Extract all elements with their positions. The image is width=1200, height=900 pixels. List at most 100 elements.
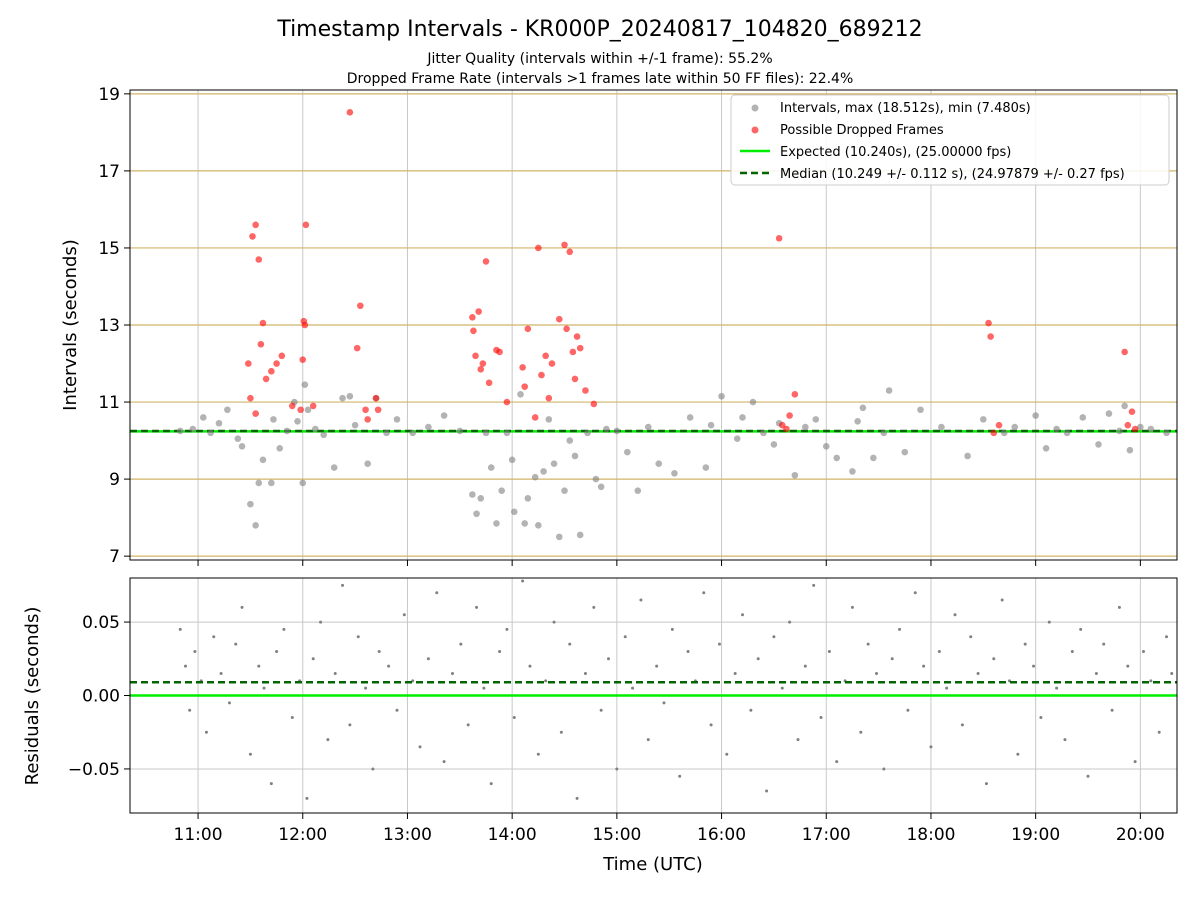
residual-point xyxy=(639,598,643,602)
dropped-frame-point xyxy=(569,348,577,356)
residual-point xyxy=(725,752,729,756)
dropped-frame-point xyxy=(309,402,317,410)
legend-intervals-label: Intervals, max (18.512s), min (7.480s) xyxy=(780,101,1031,116)
dropped-frame-point xyxy=(582,387,589,394)
residual-point xyxy=(717,642,721,646)
residual-point xyxy=(655,664,659,668)
residual-point xyxy=(1165,635,1169,639)
interval-point xyxy=(299,479,307,487)
dropped-frame-point xyxy=(590,400,598,408)
residual-point xyxy=(450,671,454,675)
residual-point xyxy=(512,716,516,720)
dropped-frame-point xyxy=(249,233,256,240)
residual-point xyxy=(1086,774,1090,778)
residual-point xyxy=(568,642,572,646)
interval-point xyxy=(469,491,476,498)
residual-point xyxy=(890,657,894,661)
residuals-y-tick-label: 0.00 xyxy=(82,687,120,707)
interval-point xyxy=(760,429,767,437)
residual-point xyxy=(803,664,807,668)
dropped-frame-point xyxy=(252,410,259,417)
interval-point xyxy=(791,471,799,479)
residual-point xyxy=(395,708,399,712)
interval-point xyxy=(531,473,539,481)
interval-point xyxy=(571,452,579,460)
interval-point xyxy=(880,429,888,437)
legend-box xyxy=(730,94,1170,186)
interval-point xyxy=(517,391,524,398)
residual-point xyxy=(1110,708,1114,712)
residual-point xyxy=(631,686,635,690)
residual-point xyxy=(402,613,406,617)
residual-point xyxy=(969,635,973,639)
dropped-frame-point xyxy=(346,109,354,116)
dropped-frame-point xyxy=(561,241,568,249)
residual-point xyxy=(780,686,784,690)
dropped-frame-point xyxy=(548,360,556,367)
interval-point xyxy=(550,460,558,467)
residual-point xyxy=(275,649,279,653)
dropped-frame-point xyxy=(778,421,786,429)
residual-point xyxy=(1094,671,1098,675)
interval-point xyxy=(613,427,621,435)
interval-point xyxy=(312,425,319,433)
residual-point xyxy=(772,635,776,639)
interval-point xyxy=(238,443,246,450)
interval-point xyxy=(540,468,547,475)
interval-point xyxy=(655,460,663,467)
interval-point xyxy=(304,406,312,414)
interval-point xyxy=(1137,423,1144,431)
intervals-y-tick-label: 15 xyxy=(98,239,120,259)
x-tick-label: 14:00 xyxy=(488,825,537,845)
residual-point xyxy=(234,642,238,646)
dropped-frame-point xyxy=(538,371,545,379)
x-tick-label: 17:00 xyxy=(802,825,851,845)
residual-point xyxy=(435,591,439,595)
dropped-frame-point xyxy=(990,429,998,437)
residual-point xyxy=(599,708,603,712)
interval-point xyxy=(561,487,568,494)
residual-point xyxy=(1079,627,1083,631)
legend-intervals-marker xyxy=(751,104,759,112)
residual-point xyxy=(646,738,650,742)
residual-point xyxy=(1023,642,1027,646)
dropped-frame-point xyxy=(259,319,267,327)
interval-point xyxy=(1000,429,1008,437)
residual-point xyxy=(1141,649,1145,653)
dropped-frame-point xyxy=(362,406,369,414)
residual-point xyxy=(922,664,926,668)
residual-point xyxy=(305,796,309,800)
dropped-frame-point xyxy=(472,352,479,360)
interval-point xyxy=(215,419,223,427)
interval-point xyxy=(346,392,354,400)
interval-point xyxy=(1095,441,1102,448)
residual-point xyxy=(756,657,760,661)
dropped-frame-point xyxy=(297,406,304,414)
residual-point xyxy=(984,782,988,786)
x-tick-label: 18:00 xyxy=(906,825,955,845)
residual-point xyxy=(183,664,187,668)
dropped-frame-point xyxy=(301,321,309,329)
residual-point xyxy=(426,657,430,661)
dropped-frame-point xyxy=(245,360,252,367)
residual-point xyxy=(875,671,879,675)
residual-point xyxy=(1047,620,1051,624)
interval-point xyxy=(980,416,987,423)
intervals-y-tick-label: 13 xyxy=(98,316,120,336)
interval-point xyxy=(964,452,971,460)
dropped-frame-point xyxy=(268,367,275,375)
intervals-panel: 7 9 11 13 15 17 19 Intervals (seconds) Interva… xyxy=(60,85,1178,567)
dropped-frame-point xyxy=(278,352,286,360)
dropped-frame-point xyxy=(482,258,490,265)
interval-point xyxy=(482,429,490,437)
intervals-y-tick-label: 19 xyxy=(98,85,120,105)
dropped-frame-point xyxy=(531,414,539,421)
dropped-frame-point xyxy=(566,248,574,256)
interval-point xyxy=(1042,444,1050,452)
intervals-y-tick-label: 11 xyxy=(98,393,120,413)
interval-point xyxy=(1163,429,1170,437)
interval-point xyxy=(634,487,642,494)
intervals-y-label: Intervals (seconds) xyxy=(60,239,81,411)
dropped-frame-point xyxy=(555,315,563,323)
residuals-y-tick-label: −0.05 xyxy=(68,760,120,780)
